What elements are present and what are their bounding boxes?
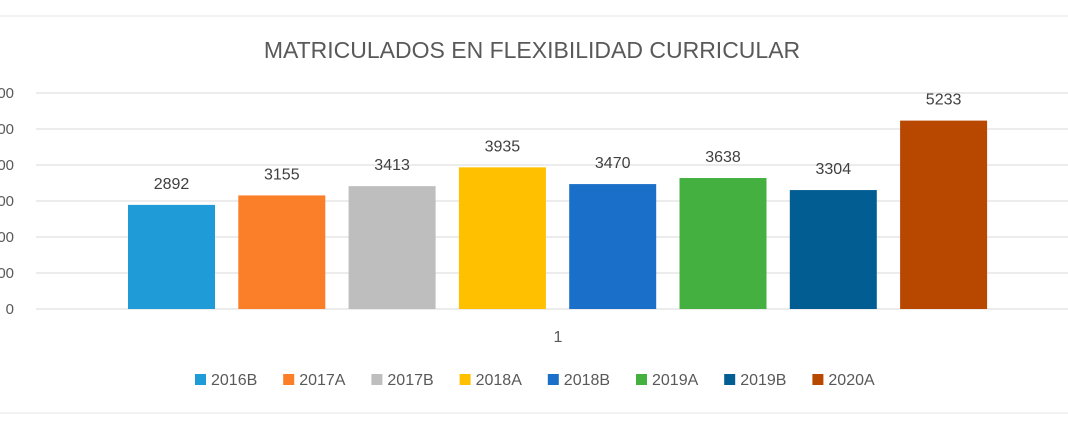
bar-2018A xyxy=(458,167,546,309)
data-label-2019A: 3638 xyxy=(705,149,741,166)
y-tick-label: 00 xyxy=(0,193,14,210)
y-tick-label: 00 xyxy=(0,121,14,138)
legend-label-2016B: 2016B xyxy=(211,372,257,389)
bar-2018B xyxy=(569,184,657,309)
legend-swatch-2017A xyxy=(283,374,295,385)
bar-2019B xyxy=(789,190,877,309)
legend-label-2017A: 2017A xyxy=(299,372,346,389)
y-tick-label: 00 xyxy=(0,85,14,102)
legend-swatch-2019A xyxy=(636,374,647,385)
y-tick-label: 00 xyxy=(0,229,14,246)
legend-label-2018A: 2018A xyxy=(476,372,523,389)
data-label-2017A: 3155 xyxy=(264,166,300,183)
legend-label-2020A: 2020A xyxy=(828,372,875,389)
bar-2017A xyxy=(238,195,326,309)
bars xyxy=(128,120,988,309)
y-tick-label: 0 xyxy=(6,301,14,318)
legend-label-2019A: 2019A xyxy=(652,372,699,389)
legend-swatch-2017B xyxy=(371,374,383,385)
y-tick-label: 00 xyxy=(0,265,14,282)
legend-swatch-2016B xyxy=(195,374,206,385)
legend: 2016B 2017A 2017B 2018A 2018B 2019A 2019B 2020A xyxy=(195,372,875,389)
bar-2020A xyxy=(900,120,988,309)
chart-title: MATRICULADOS EN FLEXIBILIDAD CURRICULAR xyxy=(264,37,800,63)
legend-swatch-2018A xyxy=(459,374,471,385)
legend-label-2018B: 2018B xyxy=(564,372,610,389)
bar-2019A xyxy=(679,178,767,309)
data-label-2020A: 5233 xyxy=(926,92,962,109)
legend-swatch-2020A xyxy=(812,374,824,385)
bar-2016B xyxy=(128,204,215,309)
y-tick-label: 00 xyxy=(0,157,14,174)
bar-2017B xyxy=(348,186,436,309)
data-labels: 2892 3155 3413 3935 3470 3638 3304 5233 xyxy=(154,92,962,193)
data-label-2018A: 3935 xyxy=(485,138,521,155)
legend-label-2017B: 2017B xyxy=(387,372,433,389)
legend-label-2019B: 2019B xyxy=(740,372,786,389)
legend-swatch-2019B xyxy=(724,374,736,385)
data-label-2018B: 3470 xyxy=(595,155,631,172)
data-label-2017B: 3413 xyxy=(374,157,410,174)
data-label-2019B: 3304 xyxy=(816,161,852,178)
legend-swatch-2018B xyxy=(547,374,559,385)
data-label-2016B: 2892 xyxy=(154,176,190,193)
x-category-label: 1 xyxy=(554,329,563,346)
